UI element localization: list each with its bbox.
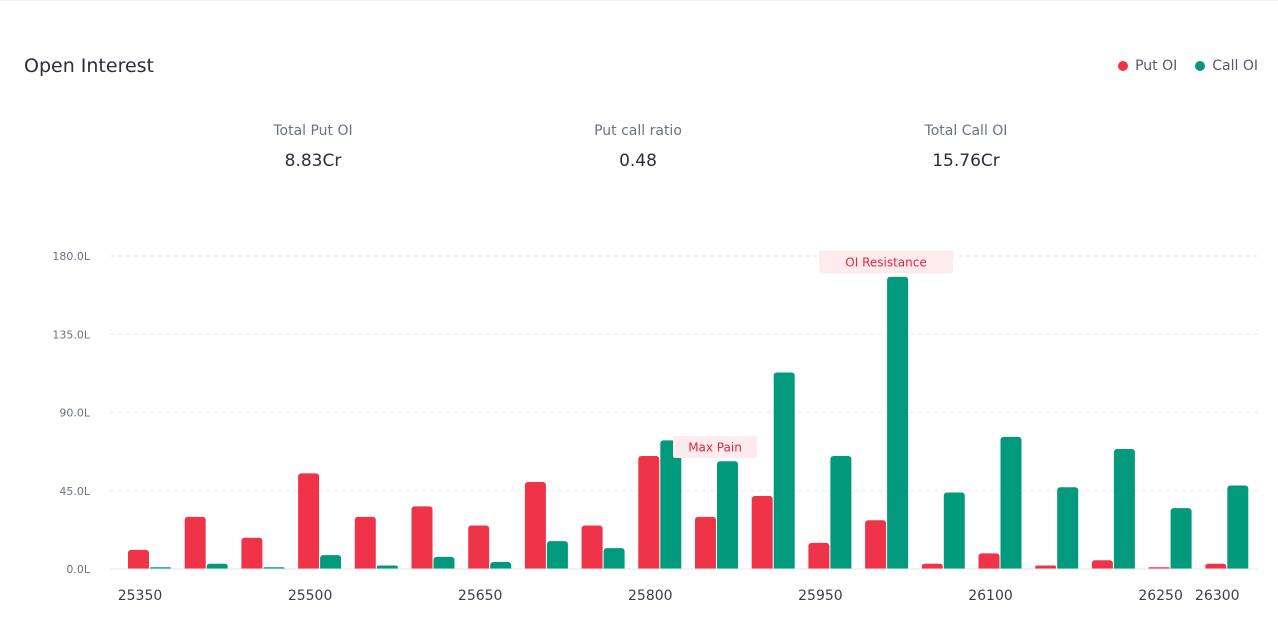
legend-label-call-oi: Call OI	[1212, 58, 1258, 74]
call-oi-dot-icon	[1195, 61, 1206, 71]
call-oi-bar	[1170, 508, 1192, 572]
legend-item-call-oi[interactable]: Call OI	[1195, 58, 1258, 74]
legend-item-put-oi[interactable]: Put OI	[1118, 58, 1177, 74]
annotation-label: Max Pain	[688, 441, 742, 455]
x-tick-label: 25800	[628, 588, 673, 604]
x-tick-label: 25650	[458, 588, 503, 604]
x-tick-label: 25500	[288, 588, 333, 604]
put-oi-bar	[581, 525, 603, 572]
annotation-box	[819, 250, 953, 274]
put-oi-bar	[808, 542, 830, 572]
call-oi-bar	[1057, 487, 1079, 572]
put-oi-bar	[354, 516, 376, 572]
stat-value: 15.76Cr	[932, 151, 1000, 171]
call-oi-bar	[320, 555, 342, 572]
call-oi-bar	[1113, 449, 1135, 572]
call-oi-bar	[603, 548, 625, 572]
y-tick-label: 180.0L	[52, 250, 90, 263]
annotation-label: OI Resistance	[845, 256, 926, 270]
call-oi-bar	[773, 372, 795, 572]
call-oi-bar	[433, 556, 455, 572]
page-title: Open Interest	[24, 55, 155, 77]
put-oi-bar	[638, 455, 660, 572]
y-tick-label: 0.0L	[66, 563, 90, 576]
stat-value: 0.48	[619, 151, 657, 171]
put-oi-bar	[241, 537, 263, 572]
put-oi-bar	[468, 525, 490, 572]
put-oi-dot-icon	[1118, 61, 1129, 71]
y-tick-label: 90.0L	[59, 407, 90, 420]
x-tick-label: 25350	[118, 588, 163, 604]
put-oi-bar	[695, 516, 716, 572]
put-oi-bar	[978, 553, 1000, 572]
put-oi-bar	[524, 482, 546, 572]
call-oi-bar	[830, 455, 852, 572]
annotation-box	[673, 436, 757, 458]
y-tick-label: 135.0L	[52, 328, 90, 341]
call-oi-bar	[943, 492, 965, 572]
call-oi-bar	[546, 541, 568, 572]
x-tick-label: 26100	[968, 588, 1013, 604]
call-oi-bar	[1000, 436, 1022, 572]
stat-value: 8.83Cr	[284, 151, 342, 171]
stat-put-call-ratio: Put call ratio 0.48	[508, 123, 768, 171]
call-oi-bar	[1227, 485, 1249, 572]
put-oi-bar	[865, 520, 887, 572]
put-oi-bar	[184, 516, 206, 572]
legend-label-put-oi: Put OI	[1135, 58, 1178, 74]
stat-label: Total Call OI	[924, 123, 1008, 139]
put-oi-bar	[128, 549, 149, 572]
x-tick-label: 26300	[1195, 588, 1240, 604]
baseline-mask	[110, 569, 1258, 576]
call-oi-bar	[717, 461, 738, 572]
call-oi-bar	[660, 440, 682, 572]
stat-total-put-oi: Total Put OI 8.83Cr	[183, 123, 443, 171]
chart-legend: Put OI Call OI	[1118, 58, 1258, 74]
x-tick-label: 25950	[798, 588, 843, 604]
stat-total-call-oi: Total Call OI 15.76Cr	[836, 123, 1096, 171]
call-oi-bar	[887, 276, 909, 572]
put-oi-bar	[751, 495, 773, 572]
y-tick-label: 45.0L	[59, 485, 90, 498]
stat-label: Put call ratio	[594, 123, 682, 139]
put-oi-bar	[298, 473, 320, 572]
x-tick-label: 26250	[1138, 588, 1183, 604]
put-oi-bar	[411, 506, 433, 572]
stat-label: Total Put OI	[273, 123, 353, 139]
